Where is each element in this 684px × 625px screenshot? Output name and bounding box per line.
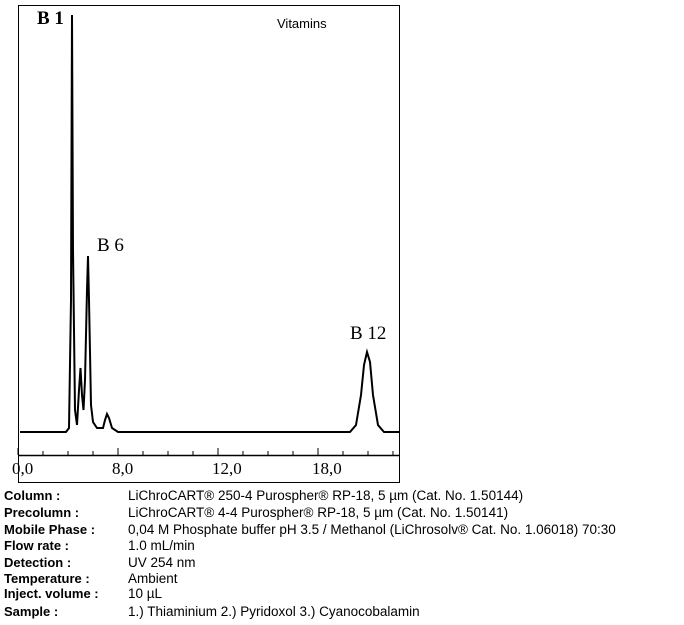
conditions-table: Column : LiChroCART® 250-4 Purospher® RP-… (4, 488, 616, 619)
peak-label: B 6 (97, 235, 124, 256)
plot-frame (18, 5, 400, 483)
row-label: Inject. volume : (4, 586, 99, 601)
figure-title: Vitamins (277, 16, 327, 31)
row-label: Mobile Phase : (4, 522, 95, 537)
chromatogram-trace (20, 14, 400, 433)
row-value: LiChroCART® 250-4 Purospher® RP-18, 5 µm… (128, 488, 523, 503)
row-value: LiChroCART® 4-4 Purospher® RP-18, 5 µm (… (128, 505, 508, 520)
x-tick-label: 18,0 (312, 459, 342, 478)
x-tick-label: 0,0 (12, 459, 33, 478)
row-value: UV 254 nm (128, 555, 196, 570)
row-value: 1.) Thiaminium 2.) Pyridoxol 3.) Cyanoco… (128, 604, 420, 619)
row-value: Ambient (128, 571, 178, 586)
row-value: 0,04 M Phosphate buffer pH 3.5 / Methano… (128, 522, 616, 537)
peak-label: B 12 (350, 323, 386, 344)
x-tick-label: 8,0 (112, 459, 133, 478)
peak-label: B 1 (37, 8, 64, 29)
x-tick-label: 12,0 (212, 459, 242, 478)
row-label: Column : (4, 488, 60, 503)
row-label: Flow rate : (4, 538, 69, 553)
row-value: 10 µL (128, 586, 163, 601)
x-axis-ticks: 0,0 8,0 12,0 18,0 (12, 448, 394, 478)
row-label: Sample : (4, 604, 58, 619)
row-label: Precolumn : (4, 505, 79, 520)
row-label: Detection : (4, 555, 71, 570)
row-label: Temperature : (4, 571, 90, 586)
row-value: 1.0 mL/min (128, 538, 195, 553)
